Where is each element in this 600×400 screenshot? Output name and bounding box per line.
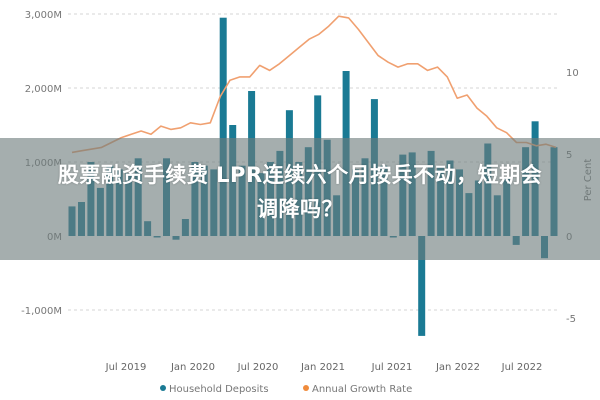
left-axis-tick-label: 3,000M — [25, 10, 62, 21]
article-title: 股票融资手续费 LPR连续六个月按兵不动，短期会 调降吗？ — [0, 158, 600, 226]
left-axis-tick-label: -1,000M — [21, 306, 62, 317]
bar — [418, 236, 426, 336]
x-axis-tick-label: Jul 2019 — [105, 362, 147, 373]
legend-marker-annual-growth-rate — [303, 385, 309, 391]
article-title-line-2: 调降吗？ — [257, 197, 343, 221]
legend-label-annual-growth-rate: Annual Growth Rate — [312, 384, 412, 395]
x-axis-tick-label: Jul 2022 — [501, 362, 543, 373]
legend-label-household-deposits: Household Deposits — [169, 384, 269, 395]
x-axis-tick-label: Jan 2022 — [435, 362, 480, 373]
legend-marker-household-deposits — [160, 385, 166, 391]
right-axis-tick-label: -5 — [566, 314, 576, 325]
x-axis-tick-label: Jan 2020 — [170, 362, 215, 373]
title-overlay-band — [0, 138, 600, 260]
growth-rate-line — [71, 15, 557, 154]
line-series-annual-growth-rate — [71, 15, 557, 154]
article-title-line-1: 股票融资手续费 LPR连续六个月按兵不动，短期会 — [57, 163, 543, 187]
x-axis-tick-label: Jul 2021 — [371, 362, 413, 373]
bar — [219, 17, 227, 237]
legend: Household Deposits Annual Growth Rate — [160, 384, 412, 395]
x-axis-tick-label: Jul 2020 — [237, 362, 279, 373]
left-axis-tick-label: 2,000M — [25, 84, 62, 95]
x-axis-tick-label: Jan 2021 — [300, 362, 345, 373]
right-axis-tick-label: 10 — [566, 68, 579, 79]
x-axis: Jul 2019 Jan 2020 Jul 2020 Jan 2021 Jul 2021… — [105, 362, 543, 373]
